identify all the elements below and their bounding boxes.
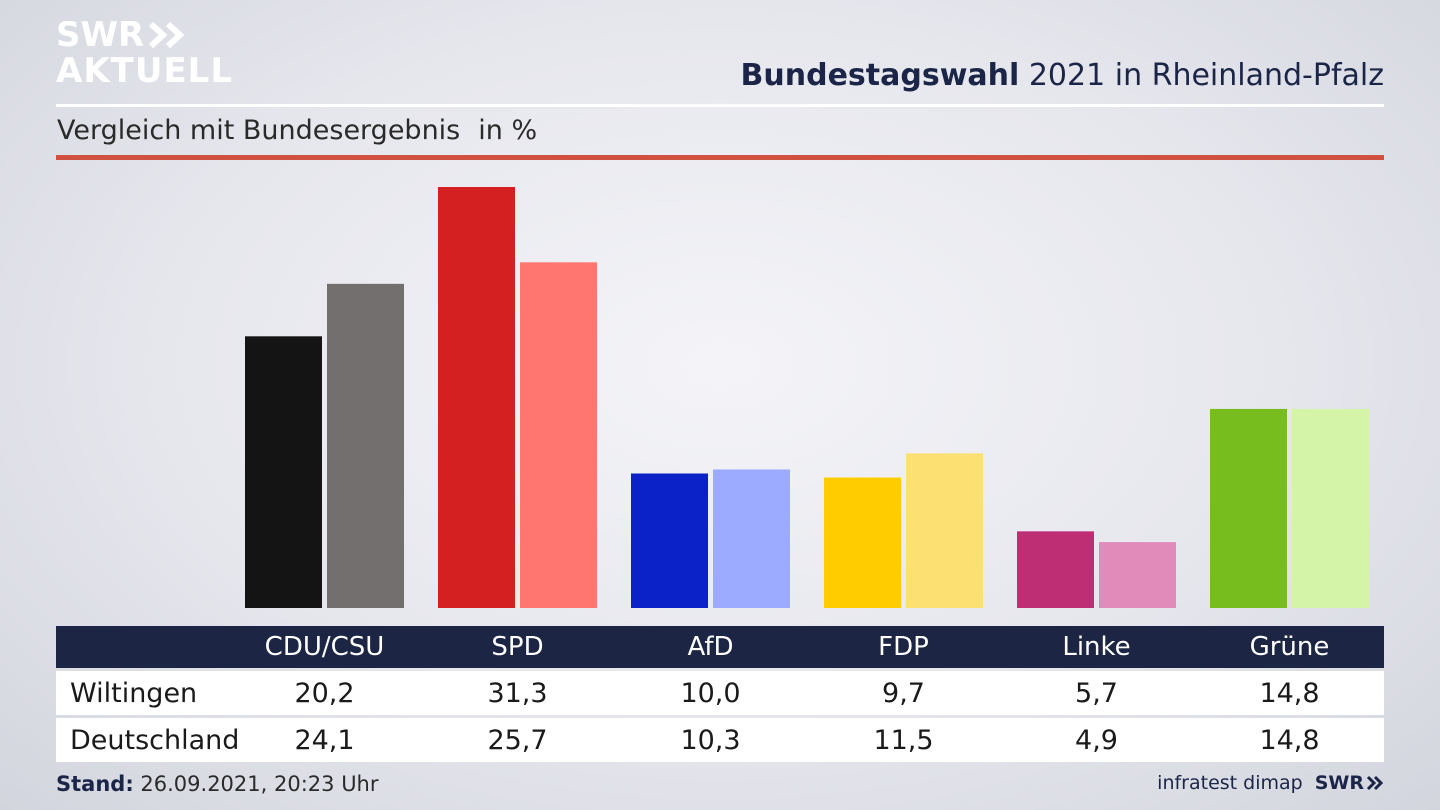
- bar-fdp-wiltingen: [824, 477, 901, 608]
- stand-value: 26.09.2021, 20:23 Uhr: [140, 772, 379, 796]
- timestamp: Stand: 26.09.2021, 20:23 Uhr: [56, 772, 379, 796]
- column-header-spd: SPD: [491, 632, 544, 662]
- chart-title-rest: 2021 in Rheinland-Pfalz: [1028, 58, 1384, 93]
- row-label-wiltingen: Wiltingen: [70, 677, 198, 709]
- bar-linke-deutschland: [1099, 542, 1176, 608]
- bar-cdu-csu-wiltingen: [245, 336, 322, 608]
- value-cdu-csu-deutschland: 24,1: [294, 724, 355, 756]
- logo-text-swr: SWR: [56, 15, 145, 55]
- column-header-fdp: FDP: [878, 632, 929, 662]
- bar-afd-deutschland: [713, 469, 790, 608]
- value-linke-wiltingen: 5,7: [1075, 677, 1118, 709]
- subtitle-divider: [56, 155, 1384, 160]
- value-afd-wiltingen: 10,0: [680, 677, 741, 709]
- value-gruene-wiltingen: 14,8: [1259, 677, 1320, 709]
- bar-afd-wiltingen: [631, 473, 708, 608]
- column-header-afd: AfD: [687, 632, 734, 662]
- value-fdp-wiltingen: 9,7: [882, 677, 925, 709]
- double-chevron-icon: [149, 21, 185, 49]
- value-gruene-deutschland: 14,8: [1259, 724, 1320, 756]
- footer-double-chevron-icon: [1366, 775, 1384, 791]
- chart-title: Bundestagswahl 2021 in Rheinland-Pfalz: [741, 58, 1384, 93]
- unit-label: in %: [478, 115, 538, 146]
- table-row-deutschland: Deutschland 24,1 25,7 10,3 11,5 4,9 14,8: [56, 718, 1384, 762]
- title-divider: [56, 104, 1384, 107]
- value-spd-deutschland: 25,7: [487, 724, 548, 756]
- chart-subtitle: Vergleich mit Bundesergebnis in %: [57, 115, 537, 146]
- table-row-wiltingen: Wiltingen 20,2 31,3 10,0 9,7 5,7 14,8: [56, 671, 1384, 715]
- column-header-cdu-csu: CDU/CSU: [264, 632, 385, 662]
- bar-gruene-wiltingen: [1210, 408, 1287, 608]
- bar-linke-wiltingen: [1017, 531, 1094, 608]
- chart-title-bold: Bundestagswahl: [740, 58, 1020, 93]
- logo-text-aktuell: AKTUELL: [56, 51, 234, 91]
- stand-label: Stand:: [56, 772, 134, 796]
- source-credit: infratest dimap SWR: [1157, 772, 1384, 794]
- source-label: infratest dimap: [1157, 772, 1303, 794]
- results-table: CDU/CSU SPD AfD FDP Linke Grüne Wiltingen 20,…: [56, 626, 1384, 762]
- bar-spd-wiltingen: [438, 187, 515, 608]
- footer-swr-logo: SWR: [1314, 772, 1364, 794]
- value-fdp-deutschland: 11,5: [873, 724, 934, 756]
- bar-fdp-deutschland: [906, 453, 983, 608]
- value-cdu-csu-wiltingen: 20,2: [294, 677, 355, 709]
- value-linke-deutschland: 4,9: [1075, 724, 1118, 756]
- table-header: CDU/CSU SPD AfD FDP Linke Grüne: [56, 626, 1384, 668]
- value-afd-deutschland: 10,3: [680, 724, 741, 756]
- bar-gruene-deutschland: [1292, 408, 1369, 608]
- swr-aktuell-logo: SWR AKTUELL: [56, 18, 233, 88]
- row-label-deutschland: Deutschland: [70, 724, 240, 756]
- bars-group: [245, 187, 1369, 608]
- value-spd-wiltingen: 31,3: [487, 677, 548, 709]
- column-header-gruene: Grüne: [1249, 632, 1330, 662]
- bar-spd-deutschland: [520, 262, 597, 608]
- bar-cdu-csu-deutschland: [327, 283, 404, 608]
- column-header-linke: Linke: [1062, 632, 1131, 662]
- subtitle-text: Vergleich mit Bundesergebnis: [57, 115, 461, 146]
